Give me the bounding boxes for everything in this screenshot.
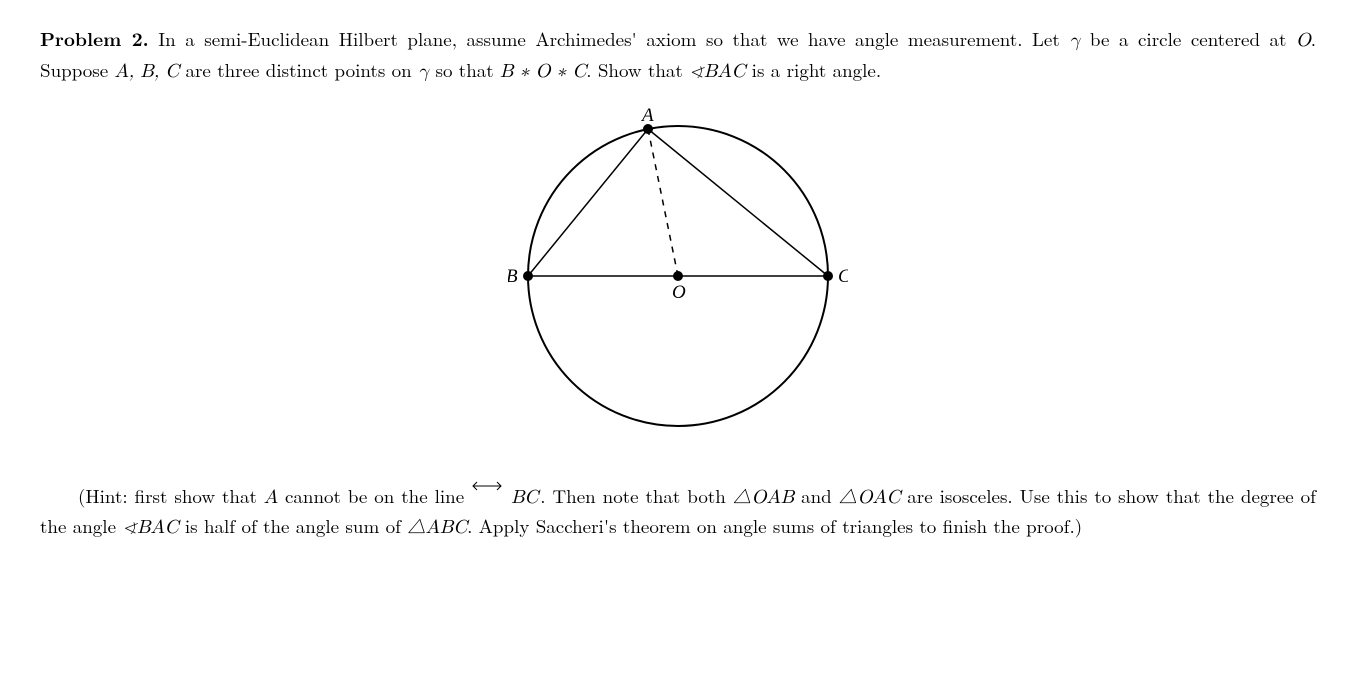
hint: (Hint: first show that A cannot be on th… — [40, 482, 1316, 543]
gamma: γ — [1069, 31, 1080, 50]
text: Let — [1032, 25, 1069, 52]
gamma: γ — [418, 62, 429, 81]
text: Show that — [598, 56, 689, 83]
line-BC-text: BC — [511, 488, 538, 507]
text: and — [794, 482, 838, 509]
figure: A B C O — [40, 106, 1316, 454]
problem-label: Problem 2. — [40, 24, 149, 52]
angle-BAC: ∢BAC — [689, 62, 745, 81]
text: (Hint: first show that — [78, 482, 264, 509]
text: . Then note that both — [540, 482, 732, 509]
triangle-OAB: △OAB — [733, 488, 794, 507]
angle-BAC: ∢BAC — [122, 518, 178, 537]
svg-text:O: O — [672, 282, 686, 303]
text: cannot be on the line — [278, 482, 471, 509]
text: is half of the angle sum of — [179, 512, 408, 539]
line-BC: BC — [471, 484, 540, 513]
text: . — [586, 56, 591, 83]
problem-statement: Problem 2. In a semi-Euclidean Hilbert p… — [40, 24, 1316, 86]
betweenness: B ∗ O ∗ C — [500, 62, 586, 81]
text: so that — [429, 56, 500, 83]
point-O: O — [1296, 31, 1311, 50]
triangle-OAC: △OAC — [839, 488, 901, 507]
svg-text:B: B — [508, 266, 518, 287]
svg-text:C: C — [838, 266, 848, 287]
text: be a circle centered at — [1080, 25, 1296, 52]
text: Suppose — [40, 56, 115, 83]
points-ABC: A, B, C — [115, 62, 180, 81]
text: . — [1311, 25, 1316, 52]
text: is a right angle. — [745, 56, 881, 83]
point-A: A — [264, 488, 278, 507]
double-arrow-icon — [471, 481, 503, 491]
triangle-ABC: △ABC — [407, 518, 467, 537]
text: are three distinct points on — [179, 56, 418, 83]
circle-diagram: A B C O — [508, 106, 848, 446]
svg-text:A: A — [640, 106, 654, 126]
text: . Apply Saccheri's theorem on angle sums… — [467, 512, 1082, 539]
text: In a semi-Euclidean Hilbert plane, assum… — [158, 25, 1022, 52]
